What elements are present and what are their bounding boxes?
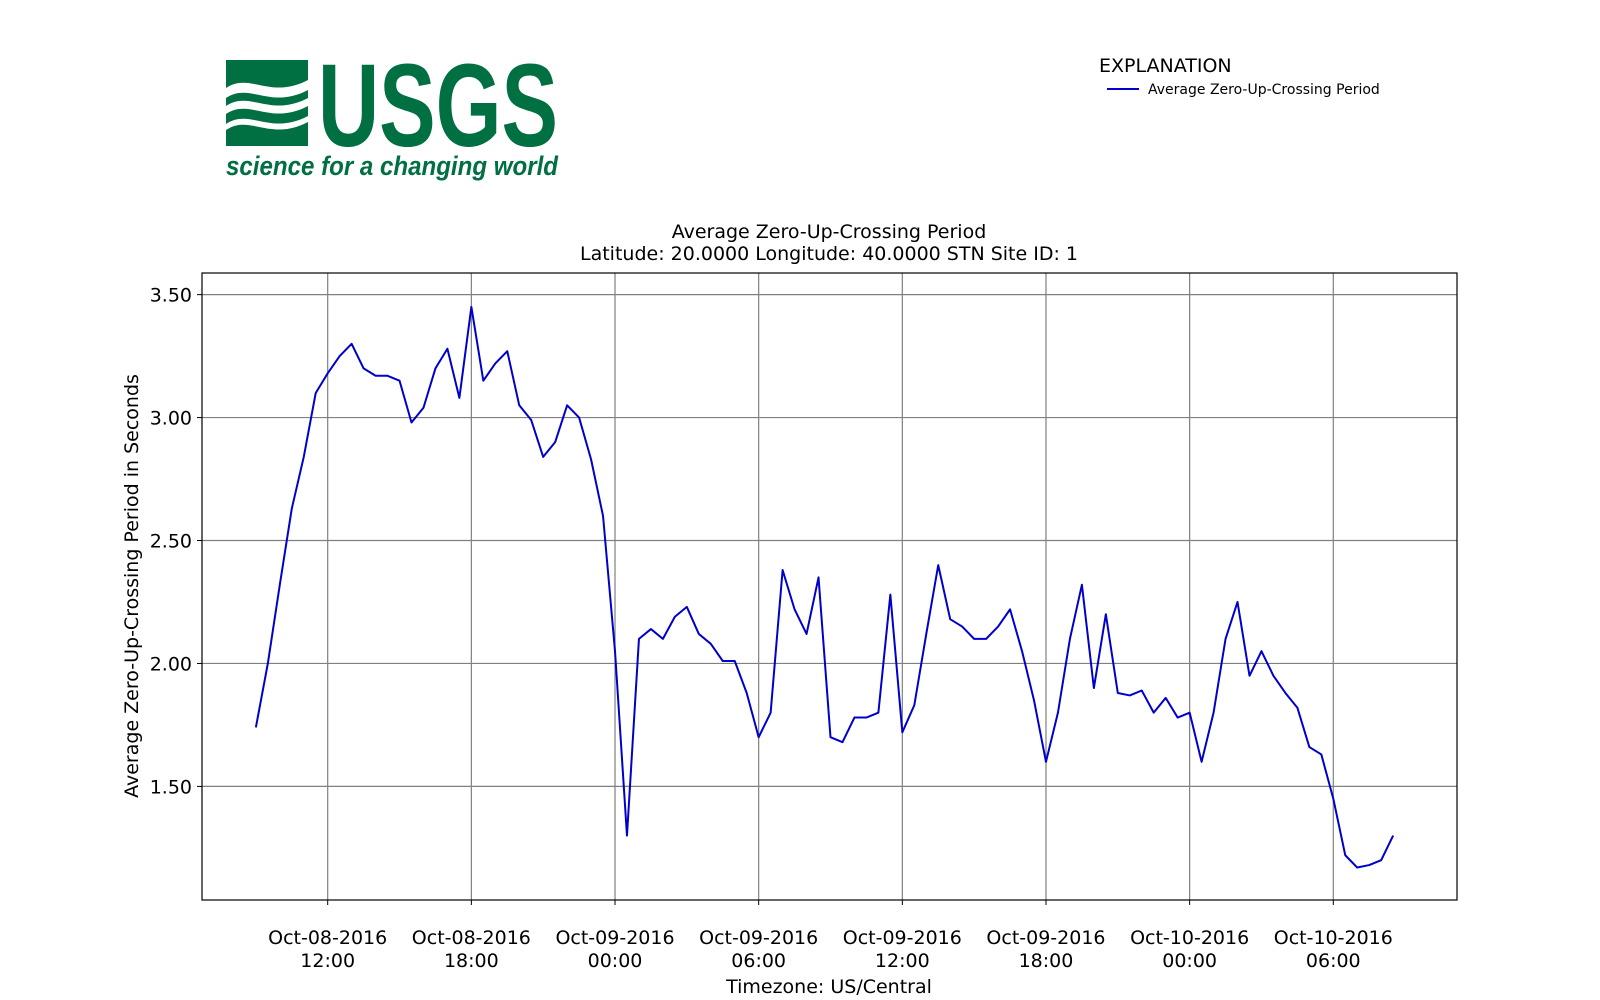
y-axis-label: Average Zero-Up-Crossing Period in Secon… xyxy=(121,374,143,798)
y-tick-label: 2.00 xyxy=(150,653,192,675)
logo: USGS science for a changing world xyxy=(226,40,558,181)
logo-tagline: science for a changing world xyxy=(226,151,558,181)
y-tick-label: 2.50 xyxy=(150,531,192,553)
chart-title: Average Zero-Up-Crossing Period xyxy=(672,221,987,243)
plot-frame xyxy=(201,272,1458,901)
x-tick-label: Oct-09-2016 06:00 xyxy=(699,927,819,972)
x-tick-label: Oct-09-2016 12:00 xyxy=(842,927,962,972)
chart-subtitle: Latitude: 20.0000 Longitude: 40.0000 STN… xyxy=(580,243,1078,265)
logo-name: USGS xyxy=(318,40,558,172)
y-tick-label: 1.50 xyxy=(150,776,192,798)
x-tick-label: Oct-10-2016 00:00 xyxy=(1130,927,1250,972)
legend-label: Average Zero-Up-Crossing Period xyxy=(1148,82,1380,98)
y-tick-label: 3.50 xyxy=(150,285,192,307)
x-tick-label: Oct-08-2016 18:00 xyxy=(411,927,531,972)
y-tick-label: 3.00 xyxy=(150,408,192,430)
x-tick-label: Oct-09-2016 18:00 xyxy=(986,927,1106,972)
legend-title: EXPLANATION xyxy=(1099,55,1232,77)
data-line xyxy=(254,305,1395,869)
x-axis-label: Timezone: US/Central xyxy=(725,976,932,998)
x-tick-label: Oct-08-2016 12:00 xyxy=(268,927,388,972)
x-tick-label: Oct-10-2016 06:00 xyxy=(1273,927,1393,972)
x-tick-label: Oct-09-2016 00:00 xyxy=(555,927,675,972)
